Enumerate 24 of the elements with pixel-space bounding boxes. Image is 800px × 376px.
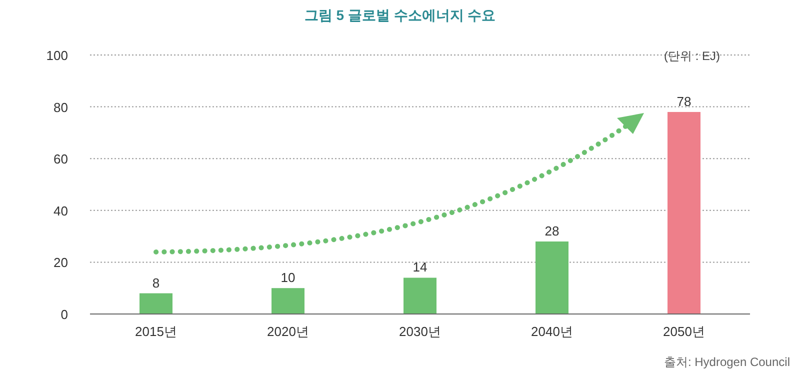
x-tick-label: 2040년 bbox=[531, 324, 573, 339]
data-label: 78 bbox=[676, 94, 692, 109]
data-label: 28 bbox=[544, 223, 560, 238]
bar bbox=[140, 293, 172, 314]
y-tick-label: 80 bbox=[54, 100, 68, 115]
data-label: 8 bbox=[152, 275, 160, 290]
y-tick-label: 60 bbox=[54, 152, 68, 167]
x-tick-label: 2050년 bbox=[663, 324, 705, 339]
x-tick-label: 2030년 bbox=[399, 324, 441, 339]
bar bbox=[404, 278, 436, 314]
source-note: 출처: Hydrogen Council bbox=[664, 355, 790, 369]
bar bbox=[272, 288, 304, 314]
x-tick-label: 2015년 bbox=[135, 324, 177, 339]
y-tick-label: 100 bbox=[46, 48, 68, 63]
y-tick-label: 40 bbox=[54, 203, 68, 218]
data-label: 14 bbox=[412, 260, 428, 275]
chart-title: 그림 5 글로벌 수소에너지 수요 bbox=[304, 7, 496, 23]
bar bbox=[536, 241, 568, 314]
y-tick-label: 20 bbox=[54, 255, 68, 270]
bar bbox=[668, 112, 700, 314]
y-tick-label: 0 bbox=[60, 307, 68, 322]
data-label: 10 bbox=[280, 270, 296, 286]
annotation: (단위 : EJ) bbox=[664, 49, 720, 63]
x-tick-label: 2020년 bbox=[267, 324, 309, 339]
